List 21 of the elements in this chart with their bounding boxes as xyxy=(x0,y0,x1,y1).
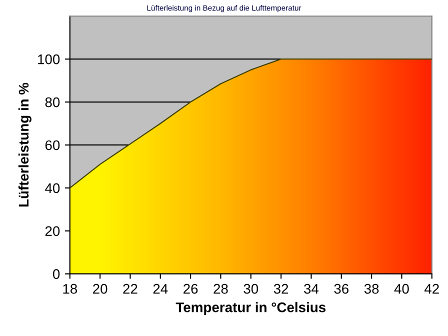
y-tick-label: 60 xyxy=(45,140,60,150)
y-tick-label: 40 xyxy=(45,183,60,194)
x-tick-label: 36 xyxy=(334,284,348,294)
x-tick-label: 32 xyxy=(274,284,288,294)
x-tick-label: 24 xyxy=(153,284,168,294)
y-tick-label: 80 xyxy=(45,97,60,108)
x-tick-label: 28 xyxy=(214,284,228,294)
y-tick-label: 0 xyxy=(52,269,60,280)
x-tick-label: 18 xyxy=(63,284,78,294)
x-tick-label: 22 xyxy=(123,284,138,294)
x-tick-label: 38 xyxy=(364,284,379,294)
x-tick-label: 34 xyxy=(304,284,319,294)
x-tick-label: 20 xyxy=(93,284,108,294)
x-tick-label: 30 xyxy=(244,284,258,294)
x-tick-label: 42 xyxy=(424,284,439,294)
x-tick-label: 40 xyxy=(394,284,409,294)
y-axis-title: Lüfterleistung in % xyxy=(18,82,32,207)
x-axis-title: Temperatur in °Celsius xyxy=(176,302,326,316)
y-tick-label: 20 xyxy=(45,226,60,236)
x-tick-label: 26 xyxy=(184,284,198,294)
y-tick-label: 100 xyxy=(38,54,60,64)
